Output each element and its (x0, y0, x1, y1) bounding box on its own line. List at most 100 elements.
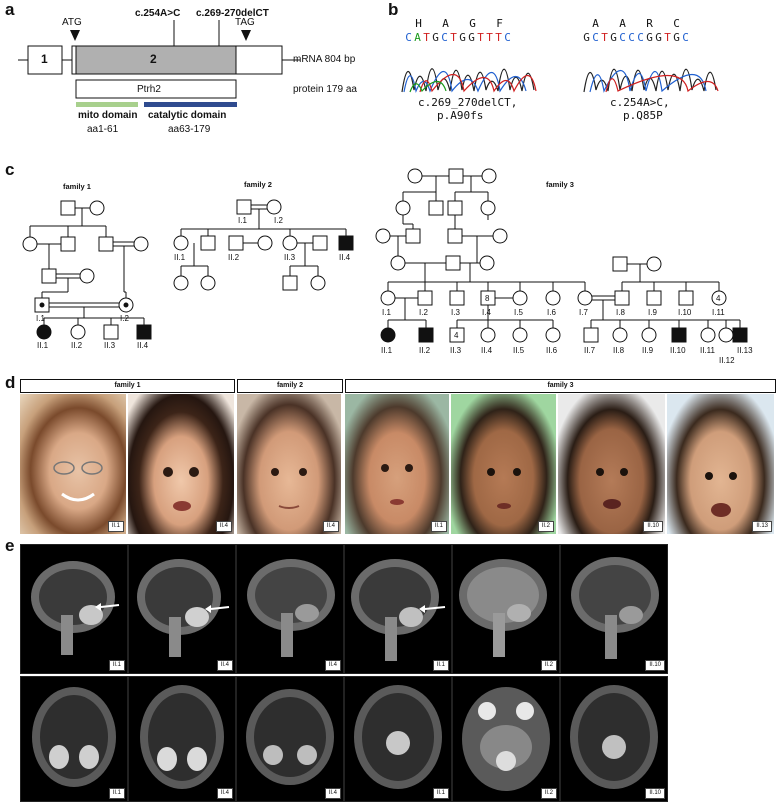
mri-axial-f3-II1: II.1 (344, 676, 452, 802)
axial-brain-icon (570, 685, 658, 789)
face-sketch-icon (271, 468, 307, 509)
face-sketch-icon (705, 472, 737, 517)
f3-label-II13: II.13 (737, 346, 753, 355)
photo-label: II.1 (430, 521, 447, 532)
mri-axial-f2-II4: II.4 (236, 676, 344, 802)
exon-1-label: 1 (41, 52, 48, 66)
f2-label-I1: I.1 (238, 216, 247, 225)
f3-label-I7: I.7 (579, 308, 588, 317)
f3-label-II2: II.2 (419, 346, 431, 355)
exon-2-label: 2 (150, 52, 157, 66)
family-1-title: family 1 (63, 182, 91, 191)
mri-label: II.4 (324, 660, 341, 671)
sequence-base: C (682, 31, 689, 44)
f1-label-I2: I.2 (120, 314, 129, 323)
patient-photo-f3-II2: II.2 (451, 394, 556, 534)
mri-label: II.1 (432, 788, 449, 799)
photo-label: II.13 (752, 521, 772, 532)
right-trace-blue (589, 70, 707, 93)
catalytic-domain-bar (144, 102, 237, 107)
photo-label: II.4 (215, 521, 232, 532)
sequence-base: G (459, 31, 466, 44)
sagittal-brain-icon (459, 559, 547, 657)
photo-family-2-header: family 2 (237, 379, 343, 393)
photo-label: II.2 (537, 521, 554, 532)
sequence-base: C (405, 31, 412, 44)
f2-label-II2: II.2 (228, 253, 240, 262)
catalytic-domain-range: aa63-179 (168, 124, 211, 135)
photo-family-1-header: family 1 (20, 379, 235, 393)
pedigree-family-1 (22, 200, 152, 340)
f3-label-I1: I.1 (382, 308, 391, 317)
patient-photo-f1-II4: II.4 (128, 394, 234, 534)
mri-sagittal-f1-II1: II.1 (20, 544, 128, 674)
mri-sagittal-f3-II1: II.1 (344, 544, 452, 674)
f3-label-I9: I.9 (648, 308, 657, 317)
f3-sibship-count-8: 8 (485, 294, 490, 303)
right-caption-line1: c.254A>C, (610, 96, 670, 109)
f3-label-II4: II.4 (481, 346, 493, 355)
sequence-base: G (673, 31, 680, 44)
mri-sagittal-f1-II4: II.4 (128, 544, 236, 674)
exon-1-box (27, 45, 63, 75)
tag-label: TAG (235, 17, 255, 28)
sequence-base: T (601, 31, 608, 44)
photo-label: II.10 (643, 521, 663, 532)
sequence-base: G (432, 31, 439, 44)
f3-sibship-count-4b: 4 (454, 331, 459, 340)
atg-label: ATG (62, 17, 82, 28)
f3-label-II8: II.8 (613, 346, 625, 355)
sequence-base: G (610, 31, 617, 44)
sagittal-brain-icon (351, 559, 446, 661)
mri-label: II.1 (108, 660, 125, 671)
tag-marker-icon (241, 30, 251, 41)
protein-box (75, 79, 237, 99)
mri-label: II.10 (645, 660, 665, 671)
sequence-base: T (423, 31, 430, 44)
mri-label: II.2 (540, 660, 557, 671)
sagittal-brain-icon (31, 561, 120, 655)
axial-brain-icon (246, 689, 334, 785)
left-trace-green (409, 80, 447, 93)
f2-label-II3: II.3 (284, 253, 296, 262)
f3-label-I10: I.10 (678, 308, 692, 317)
f3-label-I4: I.4 (482, 308, 491, 317)
panel-c-letter: c (5, 160, 15, 179)
patient-photo-f2-II4: II.4 (237, 394, 341, 534)
f3-label-II7: II.7 (584, 346, 596, 355)
mri-label: II.4 (324, 788, 341, 799)
mri-axial-f1-II4: II.4 (128, 676, 236, 802)
sequence-base: C (504, 31, 511, 44)
gene-structure-diagram (18, 20, 300, 107)
family-3-title: family 3 (546, 180, 574, 189)
sequence-base: C (592, 31, 599, 44)
panel-d-letter: d (5, 373, 16, 392)
axial-brain-icon (140, 685, 224, 789)
catalytic-domain-label: catalytic domain (148, 110, 227, 121)
axial-brain-icon (32, 687, 116, 787)
sequence-base: G (583, 31, 590, 44)
sequence-base: G (468, 31, 475, 44)
axial-brain-icon (354, 685, 442, 789)
sagittal-brain-icon (247, 559, 335, 657)
patient-photo-f3-II1: II.1 (345, 394, 449, 534)
f2-label-II1: II.1 (174, 253, 186, 262)
exon-2-coding-region (75, 45, 237, 75)
f3-label-I3: I.3 (451, 308, 460, 317)
sequence-base: G (646, 31, 653, 44)
face-sketch-icon (163, 467, 199, 511)
f1-label-II1: II.1 (37, 341, 49, 350)
f3-label-II1: II.1 (381, 346, 393, 355)
f3-label-I5: I.5 (514, 308, 523, 317)
f3-label-II10: II.10 (670, 346, 686, 355)
family-2-title: family 2 (244, 180, 272, 189)
sequence-base: C (637, 31, 644, 44)
protein-length-label: protein 179 aa (293, 84, 357, 95)
sagittal-brain-icon (137, 559, 230, 657)
face-sketch-icon (596, 468, 628, 509)
sagittal-brain-icon (571, 557, 659, 659)
left-caption-line1: c.269_270delCT, (418, 96, 518, 109)
